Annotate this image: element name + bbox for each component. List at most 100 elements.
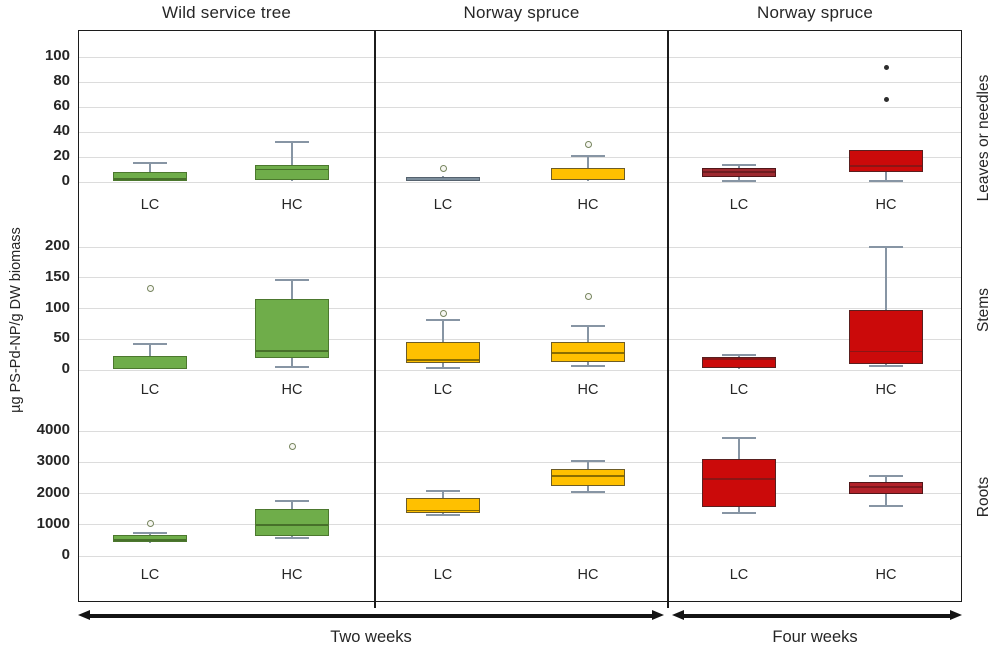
boxplot-box (255, 299, 329, 358)
axis-tick-label: 100 (44, 298, 70, 316)
panel-divider (374, 30, 376, 608)
gridline (79, 131, 961, 133)
axis-tick-label: 20 (53, 147, 70, 164)
whisker-cap (869, 475, 903, 478)
group-label: HC (281, 567, 303, 583)
median-line (552, 475, 624, 478)
boxplot-box (551, 468, 625, 487)
two-weeks-arrow (78, 610, 664, 620)
whisker-cap (275, 500, 309, 502)
boxplot-box (849, 310, 923, 364)
whisker-cap (426, 514, 460, 517)
group-label: LC (140, 382, 160, 398)
boxplot-box (849, 149, 923, 172)
median-line (114, 177, 186, 180)
panel-title: Norway spruce (757, 3, 873, 22)
gridline (79, 430, 961, 432)
whisker-cap (869, 179, 903, 182)
group-label: LC (729, 382, 749, 398)
group-label: LC (729, 197, 749, 213)
whisker-cap (722, 511, 756, 514)
gridline (79, 156, 961, 158)
group-label: LC (433, 382, 453, 398)
median-line (703, 171, 775, 173)
arrowhead-left-icon (672, 610, 684, 620)
arrowhead-right-icon (652, 610, 664, 620)
gridline (79, 246, 961, 248)
median-line (407, 509, 479, 512)
whisker-cap (722, 353, 756, 356)
axis-tick-label: 3000 (36, 452, 70, 470)
gridline (79, 56, 961, 58)
whisker-cap (571, 324, 605, 327)
axis-tick-label: 4000 (36, 421, 70, 438)
whisker-cap (275, 536, 309, 539)
outlier-point (439, 309, 447, 317)
boxplot-box (113, 172, 187, 181)
whisker-cap (869, 505, 903, 508)
outlier-point (439, 164, 447, 172)
group-label: LC (140, 567, 160, 583)
axis-tick-label: 0 (61, 360, 70, 377)
gridline (79, 181, 961, 183)
panel-title: Wild service tree (161, 3, 292, 22)
axis-tick-label: 40 (53, 122, 70, 139)
axis-tick-label: 80 (53, 72, 70, 89)
gridline (79, 369, 961, 371)
period-label-two-weeks: Two weeks (330, 628, 412, 646)
panel-divider (667, 30, 669, 608)
axis-tick-label: 50 (53, 329, 70, 347)
boxplot-box (551, 168, 625, 180)
group-label: LC (729, 567, 749, 583)
arrowhead-left-icon (78, 610, 90, 620)
whisker-cap (133, 162, 167, 165)
whisker-cap (133, 532, 167, 535)
whisker-cap (571, 365, 605, 368)
period-label-four-weeks: Four weeks (772, 628, 858, 646)
axis-tick-label: 0 (61, 546, 70, 563)
median-line (256, 349, 328, 352)
whisker-cap (571, 491, 605, 494)
median-line (850, 164, 922, 167)
gridline (79, 524, 961, 526)
boxplot-box (406, 497, 480, 513)
boxplot-box (113, 535, 187, 542)
outlier-point (584, 141, 592, 148)
boxplot-box (113, 355, 187, 369)
group-label: HC (577, 382, 599, 398)
group-label: LC (140, 197, 160, 213)
median-line (114, 538, 186, 541)
median-line (850, 486, 922, 489)
whisker-cap (722, 179, 756, 182)
whisker-cap (426, 319, 460, 322)
whisker-cap (275, 365, 309, 368)
whisker-cap (133, 342, 167, 345)
whisker-cap (426, 367, 460, 370)
whisker-cap (571, 460, 605, 463)
axis-tick-label: 200 (44, 237, 70, 254)
median-line (256, 168, 328, 171)
gridline (79, 308, 961, 309)
gridline (79, 555, 961, 557)
group-label: LC (433, 567, 453, 583)
boxplot-box (702, 357, 776, 369)
axis-tick-label: 2000 (36, 483, 70, 501)
boxplot-box (406, 342, 480, 363)
outlier-point (146, 284, 154, 292)
outlier-point (883, 97, 889, 102)
axis-tick-label: 1000 (36, 514, 70, 532)
panel-title: Norway spruce (463, 3, 580, 22)
median-line (256, 523, 328, 526)
gridline (79, 461, 961, 463)
whisker-cap (571, 154, 605, 157)
group-label: HC (577, 567, 599, 583)
outlier-point (883, 64, 889, 70)
median-line (552, 351, 624, 354)
whisker-cap (869, 246, 903, 248)
whisker-cap (722, 436, 756, 439)
four-weeks-arrow (672, 610, 962, 620)
whisker-line (885, 247, 887, 366)
gridline (79, 106, 961, 108)
